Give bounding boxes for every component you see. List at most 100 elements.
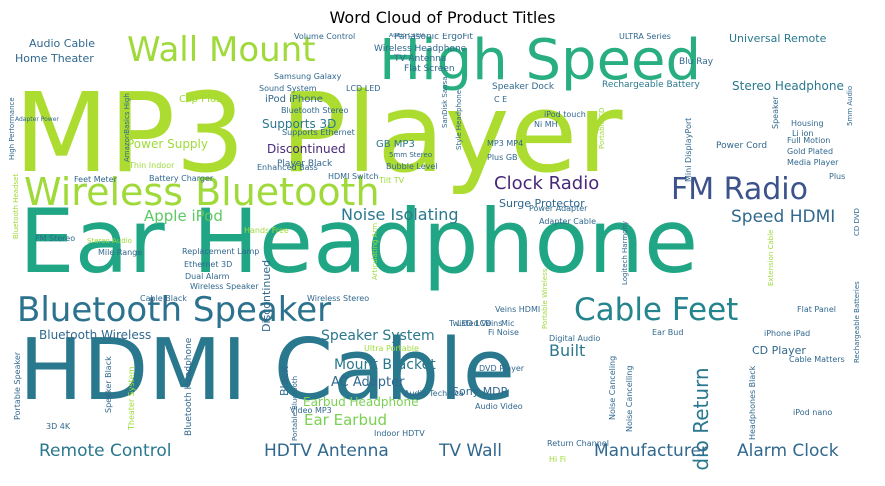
word-36: Sony MDR [452,385,509,398]
word-93: Ear Bud [652,328,684,337]
word-88: Mic [501,319,515,328]
word-127: Portable Wireless [541,269,549,330]
word-67: 5mm Stereo [389,151,433,159]
word-69: Plus GB [487,153,518,162]
word-100: 3D 4K [46,422,71,431]
word-1: Ear Headphone [19,190,699,293]
word-50: Full Motion [787,136,831,145]
word-106: Discontinued [260,260,273,333]
word-94: DVD Player [479,364,525,373]
word-78: Dual Alarm [185,272,230,281]
word-57: Bluetooth Stereo [281,106,349,115]
word-108: Flat Panel [797,305,836,314]
word-111: Headphones Black [748,365,757,440]
word-62: Thin Indoor [129,161,175,170]
word-66: Bubble Level [386,162,438,171]
word-79: Wireless Speaker [190,282,259,291]
word-53: Power Cord [716,141,768,151]
word-7: Cable Feet [574,292,739,328]
word-86: Veins HDMI [495,305,541,314]
word-39: TV Antenna [394,54,447,64]
word-52: Media Player [787,158,839,167]
word-126: Articulating Arm [371,223,379,281]
word-105: Black [278,366,291,396]
word-22: Ear Earbud [304,411,387,429]
word-101: Speaker Black [104,356,113,414]
word-131: CD DVD [853,208,861,237]
word-60: Li ion [792,129,814,138]
word-85: Twisted Veins [449,319,503,328]
word-132: Plus [829,172,846,181]
word-28: Discontinued [267,142,346,156]
word-38: Wireless Headphone [374,44,467,54]
word-96: Video MP3 [290,406,332,415]
word-58: Supports Ethernet [282,128,355,137]
word-81: FM Stereo [35,234,76,243]
word-71: iPod touch [544,110,586,119]
word-115: Noise Cancelling [625,365,634,432]
word-120: Style Headphone [455,89,463,150]
word-27: Stereo Headphone [732,79,844,93]
word-83: Stereo Audio [87,237,132,245]
word-56: LCD LED [346,84,381,93]
word-24: Earbud Headphone [303,395,419,409]
word-112: iPod nano [793,408,833,417]
word-124: Adapter Power [15,116,59,123]
word-103: Theater System [127,366,136,431]
word-37: Panasonic ErgoFit [394,33,473,42]
word-25: Bluetooth Wireless [39,328,152,342]
word-15: Alarm Clock [737,441,839,461]
word-5: Bluetooth Speaker [17,290,332,330]
word-104: Bluetooth Headphone [184,337,194,436]
word-89: Fi Noise [488,328,519,337]
word-40: Flat Screen [404,64,455,74]
word-63: Feet Meter [74,175,117,184]
word-42: ULTRA Series [619,33,671,41]
word-80: Cable Black [140,294,187,303]
word-121: SanDisk Sansa [441,76,449,128]
word-11: Remote Control [39,441,172,461]
word-129: Speaker [771,96,780,129]
word-47: GB MP3 [376,139,415,150]
word-51: Gold Plated [787,147,834,156]
word-107: Portable Bluetooth [291,375,299,441]
word-55: Sound System [259,84,317,93]
word-17: Noise Isolating [341,205,459,224]
word-119: Extension Cable [767,229,775,286]
chart-title: Word Cloud of Product Titles [329,8,556,27]
word-29: Supports 3D [262,117,337,131]
word-54: Samsung Galaxy [274,72,342,81]
word-97: Indoor HDTV [374,429,425,438]
word-70: Ni MH [534,120,558,129]
word-109: iPhone iPad [764,329,811,338]
word-65: Tilt TV [379,176,405,185]
word-26: Power Supply [127,137,208,151]
word-34: Universal Remote [729,33,827,45]
word-77: Ethernet 3D [184,260,233,269]
word-49: Enhanced Bass [257,163,318,172]
word-20: Built [549,341,586,360]
word-122: AmazonBasics High [123,93,131,163]
word-8: FM Radio [671,172,808,207]
word-75: Hands Free [244,226,289,235]
word-41: Blu Ray [679,57,714,67]
word-64: HDMI Switch [328,172,379,181]
word-2: HDMI Cable [19,321,516,420]
word-117: Portable CD [598,107,606,150]
word-72: C E [494,95,508,104]
word-32: Audio Cable [29,37,95,50]
word-99: Hi Fi [549,455,567,464]
word-cloud: MP3 Player Ear Headphone HDMI Cable High Sp… [9,33,877,470]
word-12: HDTV Antenna [264,441,389,461]
word-35: Rechargeable Battery [602,80,700,90]
word-73: Power Adapter [529,204,588,213]
word-59: Housing [791,119,824,128]
word-46: Clip Plus [179,94,222,105]
word-44: Speaker Dock [492,82,555,92]
word-19: Speaker System [321,328,435,344]
word-30: Surge Protector [499,197,585,210]
word-90: Ultra Portable [364,344,419,353]
word-123: High Performance [9,97,16,161]
word-98: Return Channel [547,439,609,448]
word-125: Bluetooth Headset [12,174,20,240]
